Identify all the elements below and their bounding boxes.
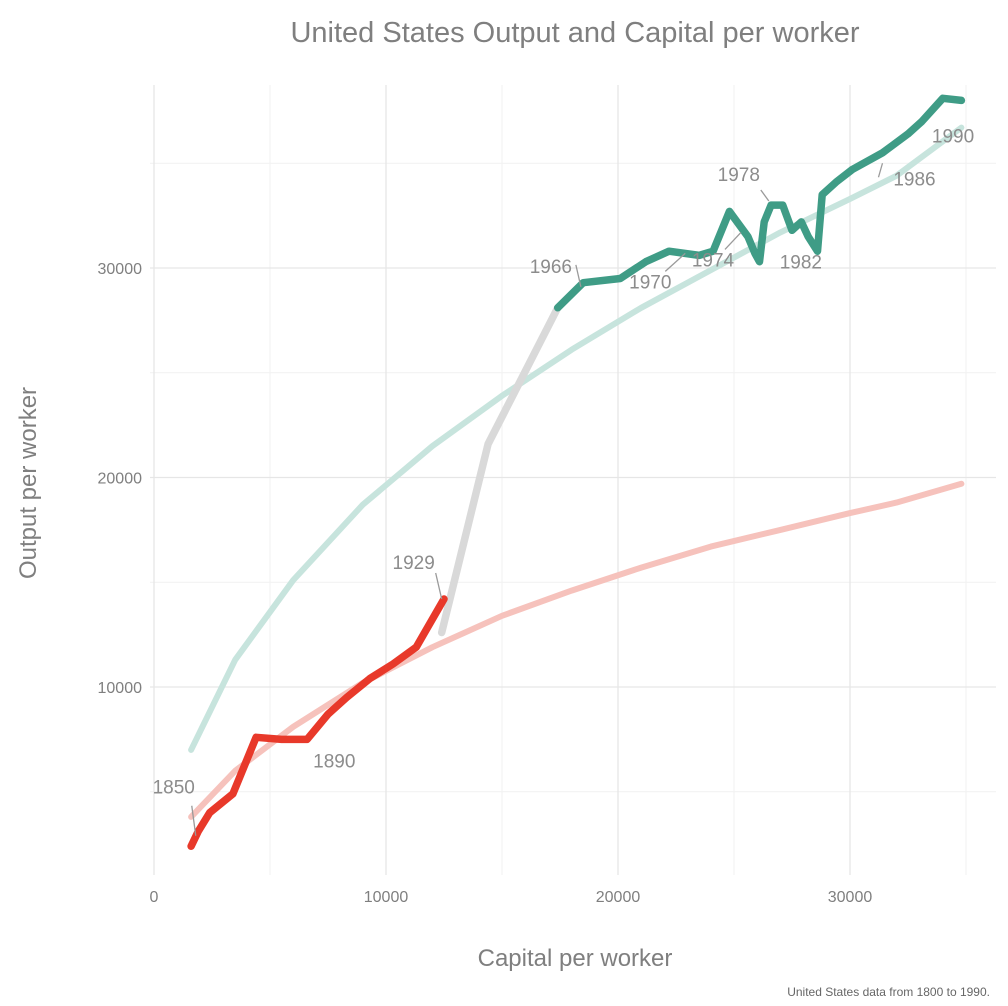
series-line-early_fit [188, 480, 965, 820]
annotation-label: 1929 [393, 553, 435, 574]
annotation-label: 1986 [893, 169, 935, 190]
chart-title: United States Output and Capital per wor… [290, 17, 859, 49]
annotation-label: 1850 [153, 778, 195, 799]
series-line-late [553, 94, 966, 312]
annotation-label: 1982 [780, 252, 822, 273]
annotation-leader [877, 163, 884, 178]
annotation-label: 1970 [629, 272, 671, 293]
data-series [187, 94, 966, 850]
gridlines [150, 85, 996, 875]
x-axis-title: Capital per worker [478, 945, 673, 972]
x-tick-label: 30000 [828, 889, 873, 906]
annotation-label: 1978 [718, 165, 760, 186]
y-axis-title: Output per worker [15, 387, 42, 579]
y-tick-label: 30000 [98, 261, 143, 278]
annotation-labels: 1850 1890 1929 1966 1970 1974 1978 1982 1986 1990 [153, 126, 975, 798]
axis-ticks: 0 10000 20000 30000 10000 20000 30000 [98, 261, 873, 906]
annotation-leader [664, 252, 686, 272]
chart-caption: United States data from 1800 to 1990. [787, 985, 990, 999]
annotation-label: 1974 [692, 250, 735, 271]
y-tick-label: 20000 [98, 471, 143, 488]
series-line-transition [437, 304, 562, 637]
annotation-leader [575, 264, 582, 287]
annotation-leader [191, 805, 197, 836]
annotation-leader [760, 189, 770, 202]
x-tick-label: 0 [150, 889, 159, 906]
annotation-label: 1990 [932, 126, 974, 147]
y-tick-label: 10000 [98, 680, 143, 697]
annotation-leader [724, 231, 742, 250]
series-line-early [187, 595, 448, 850]
annotation-label: 1890 [313, 751, 355, 772]
annotation-leader [435, 572, 443, 600]
series-line-late_fit [188, 124, 965, 753]
x-tick-label: 20000 [596, 889, 641, 906]
annotation-label: 1966 [530, 257, 572, 278]
x-tick-label: 10000 [364, 889, 409, 906]
annotation-leaders [191, 163, 884, 836]
